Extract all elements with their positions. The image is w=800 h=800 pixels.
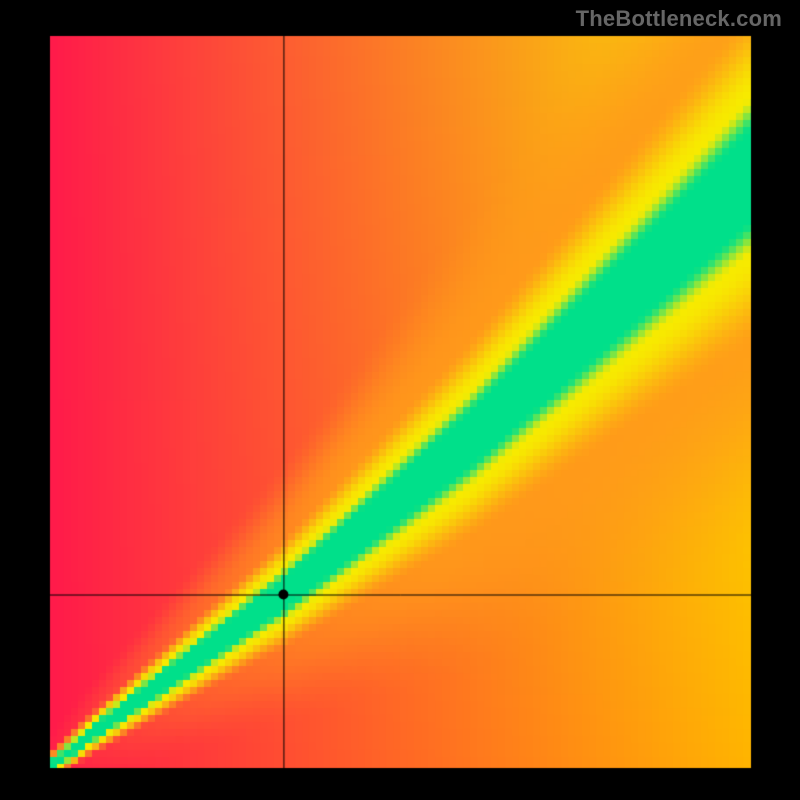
bottleneck-heatmap [0,0,800,800]
attribution-text: TheBottleneck.com [576,6,782,32]
